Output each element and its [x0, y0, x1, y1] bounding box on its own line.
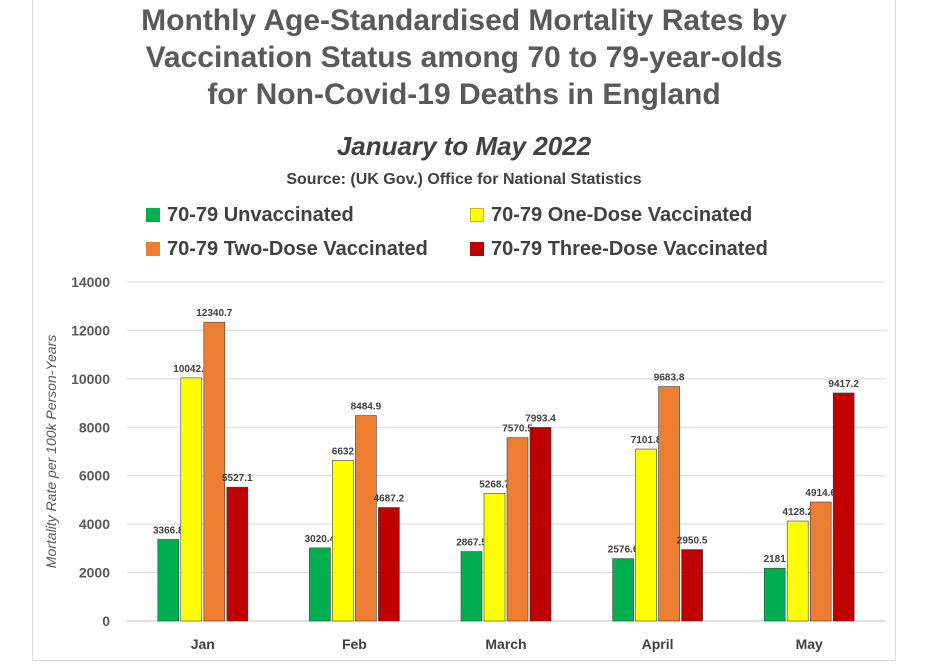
y-axis-label: Mortality Rate per 100k Person-Years: [43, 335, 59, 568]
legend-label-unvaccinated: 70-79 Unvaccinated: [167, 203, 354, 226]
legend-label-three-dose: 70-79 Three-Dose Vaccinated: [491, 237, 768, 260]
x-tick-label: May: [796, 636, 823, 652]
y-tick-label: 6000: [79, 468, 110, 484]
bar: [529, 427, 552, 622]
y-tick-label: 12000: [71, 322, 110, 338]
legend-swatch-one-dose: [470, 208, 484, 222]
data-label: 7570.5: [502, 424, 533, 435]
chart-frame: [32, 0, 896, 661]
legend-item-two-dose: 70-79 Two-Dose Vaccinated: [146, 237, 428, 261]
data-label: 2181: [764, 554, 787, 565]
data-label: 2950.5: [677, 536, 708, 547]
bar: [203, 321, 226, 622]
data-label: 5527.1: [222, 473, 253, 484]
data-label: 4128.2: [782, 507, 813, 518]
data-label: 7101.8: [631, 435, 662, 446]
bar: [180, 377, 203, 622]
y-tick-label: 10000: [71, 371, 110, 387]
legend-swatch-three-dose: [470, 242, 484, 256]
bar: [483, 493, 506, 622]
chart-title: Monthly Age-Standardised Mortality Rates…: [32, 2, 896, 113]
x-tick-label: Feb: [342, 636, 367, 652]
chart-title-line-3: for Non-Covid-19 Deaths in England: [207, 78, 721, 111]
bar: [332, 460, 354, 622]
data-label: 4687.2: [374, 494, 405, 505]
x-tick-label: April: [642, 636, 674, 652]
legend-label-one-dose: 70-79 One-Dose Vaccinated: [491, 203, 753, 226]
bar: [809, 501, 832, 622]
data-label: 9417.2: [828, 379, 859, 390]
data-label: 6632: [332, 446, 355, 457]
data-label: 5268.7: [479, 479, 510, 490]
bar: [506, 437, 529, 622]
y-tick-label: 2000: [79, 565, 110, 581]
data-label: 8484.9: [351, 402, 382, 413]
y-tick-label: 4000: [79, 516, 110, 532]
bar: [612, 558, 634, 622]
data-label: 4914.6: [805, 488, 836, 499]
y-tick-label: 0: [102, 613, 110, 629]
legend-label-two-dose: 70-79 Two-Dose Vaccinated: [167, 237, 428, 260]
chart-title-line-1: Monthly Age-Standardised Mortality Rates…: [141, 4, 787, 37]
data-label: 10042.3: [173, 364, 210, 375]
bar: [635, 448, 657, 622]
chart-subtitle: January to May 2022: [336, 131, 592, 161]
bar: [355, 415, 377, 622]
y-tick-label: 14000: [71, 274, 110, 290]
data-label: 7993.4: [525, 413, 556, 424]
data-label: 12340.7: [196, 308, 233, 319]
bar: [832, 392, 855, 622]
legend-item-three-dose: 70-79 Three-Dose Vaccinated: [470, 237, 768, 261]
bar: [309, 547, 331, 622]
bar: [763, 567, 786, 622]
bar: [460, 551, 483, 622]
bar: [378, 507, 400, 622]
chart-source: Source: (UK Gov.) Office for National St…: [286, 171, 642, 188]
data-label: 3366.8: [153, 525, 184, 536]
x-tick-label: Jan: [191, 636, 215, 652]
data-label: 2576.6: [608, 545, 639, 556]
chart-title-line-2: Vaccination Status among 70 to 79-year-o…: [145, 41, 783, 74]
data-label: 3020.4: [305, 534, 336, 545]
x-tick-label: March: [485, 636, 526, 652]
data-label: 9683.8: [654, 373, 685, 384]
bar: [226, 486, 249, 622]
bar: [681, 549, 703, 622]
bar: [658, 386, 680, 622]
y-tick-label: 8000: [79, 419, 110, 435]
legend-item-unvaccinated: 70-79 Unvaccinated: [146, 203, 354, 227]
data-label: 2867.5: [456, 538, 487, 549]
legend-swatch-unvaccinated: [146, 208, 160, 222]
legend-item-one-dose: 70-79 One-Dose Vaccinated: [470, 203, 752, 227]
bar: [786, 520, 809, 622]
legend-swatch-two-dose: [146, 242, 160, 256]
bar: [157, 539, 180, 622]
